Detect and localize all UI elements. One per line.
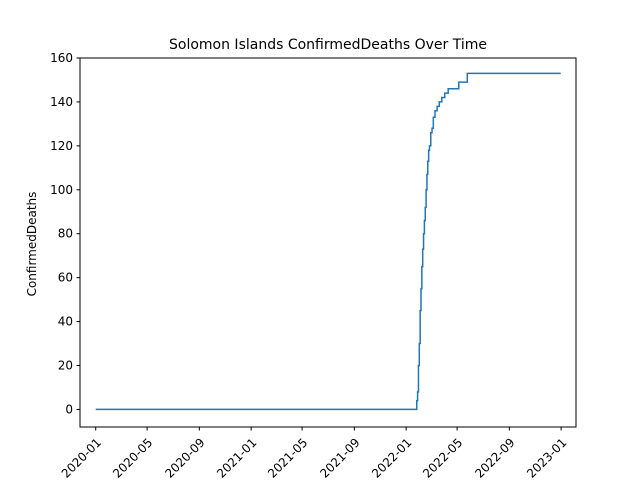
chart-title: Solomon Islands ConfirmedDeaths Over Tim… — [169, 37, 487, 53]
x-tick-label: 2022-05 — [420, 435, 465, 480]
y-tick-label: 80 — [58, 227, 73, 241]
series-line — [95, 72, 561, 411]
y-tick-label: 100 — [50, 183, 73, 197]
y-tick-label: 160 — [50, 51, 73, 65]
y-tick-label: 120 — [50, 139, 73, 153]
y-axis: 0 20 40 60 80 100 120 140 160 — [50, 51, 80, 416]
x-tick-label: 2021-01 — [214, 435, 259, 480]
plot-frame — [79, 57, 577, 428]
y-tick-label: 20 — [58, 359, 73, 373]
x-axis: 2020-01 2020-05 2020-09 2021-01 2021-05 2021-… — [59, 427, 569, 480]
x-tick-label: 2023-01 — [524, 435, 569, 480]
y-tick-label: 0 — [65, 402, 73, 416]
y-axis-label: ConfirmedDeaths — [25, 192, 39, 297]
x-tick-label: 2021-05 — [265, 435, 310, 480]
x-tick-label: 2020-05 — [110, 435, 155, 480]
x-tick-label: 2020-01 — [59, 435, 104, 480]
x-tick-label: 2022-09 — [472, 435, 517, 480]
y-tick-label: 40 — [58, 315, 73, 329]
y-tick-label: 140 — [50, 95, 73, 109]
y-tick-label: 60 — [58, 271, 73, 285]
x-tick-label: 2021-09 — [317, 435, 362, 480]
x-tick-label: 2020-09 — [162, 435, 207, 480]
x-tick-label: 2022-01 — [369, 435, 414, 480]
